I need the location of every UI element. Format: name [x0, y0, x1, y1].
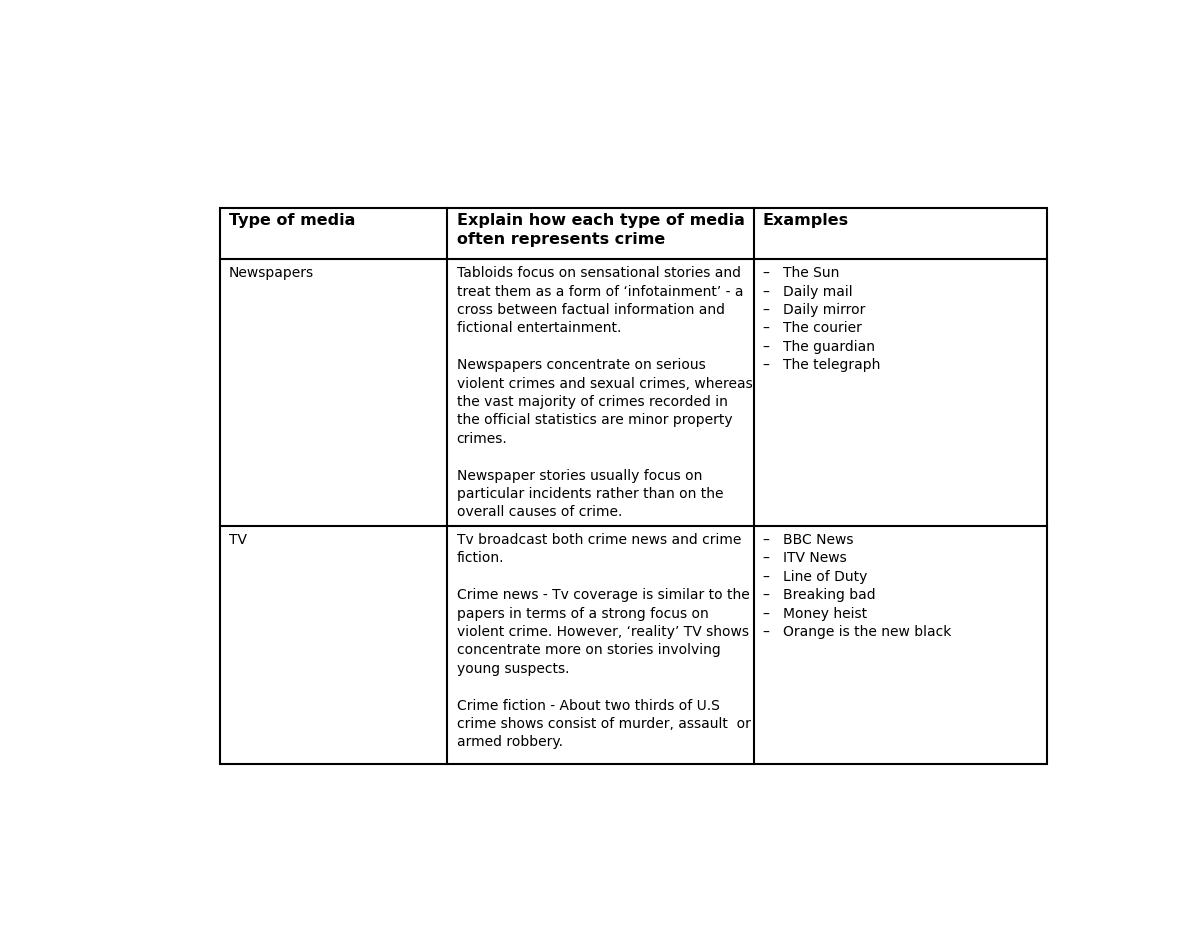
Bar — [220, 208, 1048, 765]
Text: Type of media: Type of media — [229, 213, 355, 228]
Text: –   The Sun
–   Daily mail
–   Daily mirror
–   The courier
–   The guardian
–  : – The Sun – Daily mail – Daily mirror – … — [763, 266, 881, 372]
Text: Explain how each type of media
often represents crime: Explain how each type of media often rep… — [457, 213, 744, 247]
Text: Examples: Examples — [763, 213, 850, 228]
Text: Tv broadcast both crime news and crime
fiction.

Crime news - Tv coverage is sim: Tv broadcast both crime news and crime f… — [457, 533, 750, 749]
Text: Newspapers: Newspapers — [229, 266, 314, 280]
Text: TV: TV — [229, 533, 247, 547]
Text: Tabloids focus on sensational stories and
treat them as a form of ‘infotainment’: Tabloids focus on sensational stories an… — [457, 266, 752, 519]
Text: –   BBC News
–   ITV News
–   Line of Duty
–   Breaking bad
–   Money heist
–   : – BBC News – ITV News – Line of Duty – B… — [763, 533, 952, 639]
